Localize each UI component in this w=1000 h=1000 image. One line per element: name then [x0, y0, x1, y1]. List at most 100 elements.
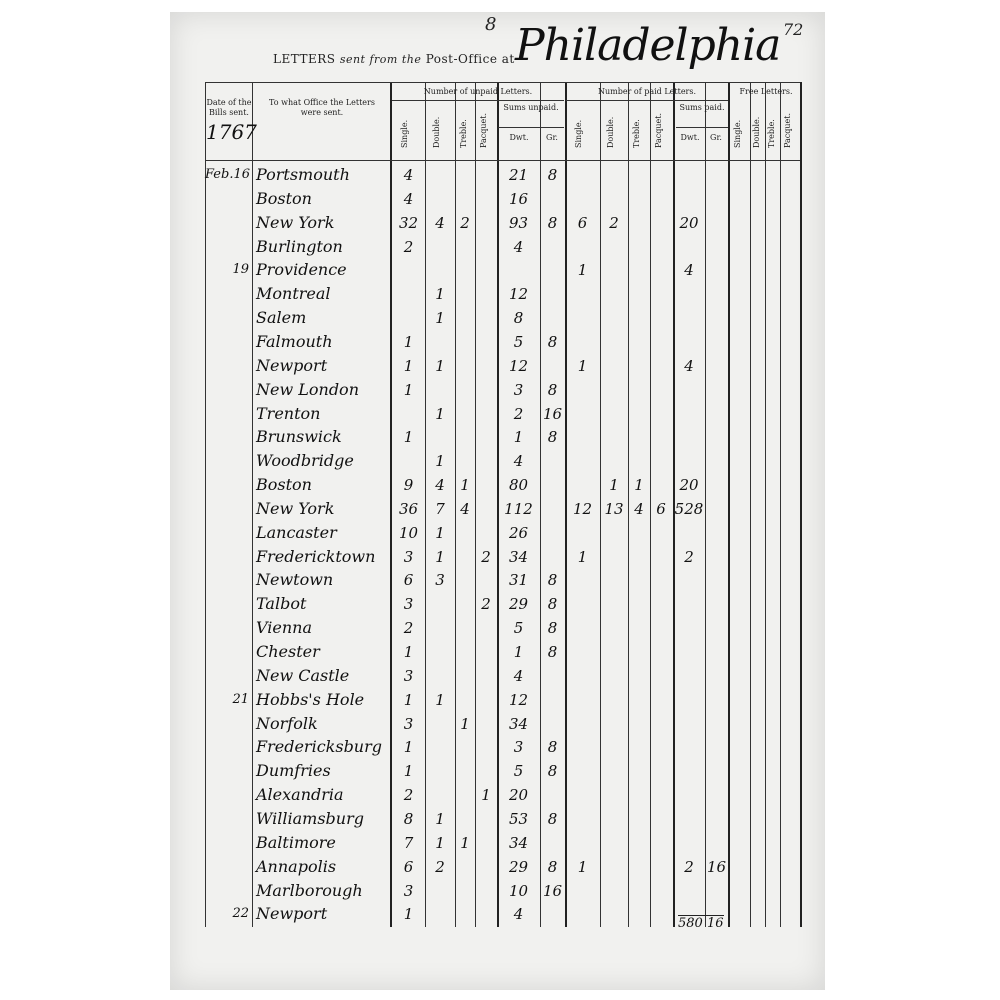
cell-unpaid-dwt: 34 — [508, 547, 529, 566]
cell-paid-single: 1 — [577, 356, 588, 375]
cell-unpaid-dwt: 1 — [513, 428, 524, 447]
cell-paid-dwt: 4 — [684, 261, 694, 280]
column-rule — [252, 82, 253, 927]
cell-unpaid-single: 1 — [403, 356, 414, 375]
cell-unpaid-gr: 8 — [547, 571, 558, 590]
cell-unpaid-single: 36 — [398, 499, 419, 518]
cell-unpaid-single: 1 — [403, 332, 414, 351]
city-name: Philadelphia — [515, 20, 781, 71]
cell-date: 21 — [232, 691, 249, 707]
header-double-paid: Double. — [606, 116, 615, 148]
cell-unpaid-gr: 8 — [547, 166, 558, 184]
cell-office: Salem — [256, 308, 307, 328]
paid-total: 580 16 — [678, 915, 724, 931]
cell-date: 22 — [232, 906, 249, 922]
cell-paid-single: 6 — [577, 213, 588, 232]
cell-unpaid-dwt: 8 — [513, 309, 524, 328]
column-rule — [540, 82, 541, 927]
column-rule — [565, 82, 567, 927]
cell-unpaid-dwt: 12 — [508, 690, 529, 709]
header-treble-free: Treble. — [767, 119, 776, 148]
cell-unpaid-double: 1 — [435, 833, 445, 852]
cell-paid-dwt: 4 — [684, 356, 694, 375]
column-rule — [750, 82, 751, 927]
cell-unpaid-pacquet: 2 — [481, 547, 491, 566]
column-rule — [425, 82, 426, 927]
cell-unpaid-treble: 1 — [460, 476, 470, 495]
cell-unpaid-single: 10 — [398, 523, 419, 542]
cell-unpaid-single: 1 — [403, 380, 414, 399]
cell-office: Vienna — [256, 618, 313, 638]
title-suffix: Post-Office at — [425, 52, 515, 66]
header-pacquet-free: Pacquet. — [783, 112, 792, 148]
row-rule — [392, 100, 564, 101]
cell-unpaid-single: 1 — [403, 643, 414, 661]
cell-unpaid-dwt: 4 — [513, 666, 524, 685]
title-italic: sent from the — [339, 53, 422, 66]
cell-office: Fredericktown — [256, 546, 376, 566]
cell-office: Talbot — [256, 594, 307, 614]
cell-unpaid-dwt: 16 — [508, 189, 529, 208]
header-office: To what Office the Letters were sent. — [269, 98, 375, 117]
cell-unpaid-gr: 8 — [547, 643, 558, 661]
cell-unpaid-gr: 8 — [547, 857, 558, 876]
cell-unpaid-single: 32 — [398, 213, 419, 232]
cell-unpaid-dwt: 20 — [508, 786, 529, 805]
cell-unpaid-dwt: 12 — [508, 356, 529, 375]
column-rule — [390, 82, 392, 927]
header-dwt-paid: Dwt. — [680, 133, 700, 142]
cell-unpaid-double: 1 — [435, 523, 445, 542]
header-single-paid: Single. — [574, 119, 583, 148]
year: 1767 — [206, 120, 257, 144]
cell-unpaid-dwt: 3 — [513, 738, 524, 757]
cell-unpaid-dwt: 21 — [508, 166, 529, 184]
header-date: Date of the Bills sent. — [206, 98, 252, 117]
cell-unpaid-double: 1 — [435, 809, 445, 828]
header-dwt-unpaid: Dwt. — [509, 133, 529, 142]
cell-office: Woodbridge — [256, 451, 354, 471]
cell-office: Baltimore — [256, 832, 336, 852]
header-pacquet-unpaid: Pacquet. — [479, 112, 488, 148]
cell-unpaid-double: 1 — [435, 285, 445, 304]
header-treble-paid: Treble. — [632, 119, 641, 148]
cell-unpaid-double: 4 — [435, 476, 445, 495]
cell-unpaid-dwt: 53 — [508, 809, 529, 828]
column-rule — [497, 82, 499, 927]
column-rule — [205, 82, 206, 927]
cell-office: Boston — [256, 188, 312, 208]
cell-unpaid-single: 3 — [403, 714, 414, 733]
cell-unpaid-double: 1 — [435, 690, 445, 709]
cell-paid-dwt: 2 — [684, 547, 694, 566]
cell-paid-dwt: 20 — [679, 476, 699, 495]
cell-office: Boston — [256, 475, 312, 495]
cell-paid-treble: 4 — [634, 499, 644, 518]
cell-unpaid-dwt: 29 — [508, 857, 529, 876]
header-sums-unpaid: Sums unpaid. — [503, 103, 559, 112]
cell-unpaid-double: 4 — [435, 213, 445, 232]
cell-office: Fredericksburg — [256, 737, 382, 757]
cell-paid-double: 1 — [609, 476, 619, 495]
cell-unpaid-single: 6 — [403, 571, 414, 590]
cell-unpaid-double: 1 — [435, 356, 445, 375]
cell-paid-treble: 1 — [634, 476, 644, 495]
cell-unpaid-single: 2 — [403, 237, 414, 256]
ledger-title: LETTERS sent from the Post-Office at — [273, 52, 515, 66]
cell-date: 19 — [232, 262, 249, 278]
cell-office: New Castle — [256, 665, 350, 685]
cell-unpaid-dwt: 4 — [513, 237, 524, 256]
cell-unpaid-dwt: 80 — [508, 476, 529, 495]
cell-unpaid-treble: 1 — [460, 833, 470, 852]
cell-paid-single: 1 — [577, 261, 588, 280]
cell-unpaid-dwt: 34 — [508, 833, 529, 852]
cell-unpaid-treble: 2 — [460, 213, 470, 232]
cell-unpaid-single: 1 — [403, 428, 414, 447]
column-rule — [673, 82, 675, 927]
cell-office: Providence — [256, 260, 347, 280]
row-rule — [676, 127, 728, 128]
cell-office: Alexandria — [256, 785, 344, 805]
cell-unpaid-dwt: 4 — [513, 452, 524, 471]
cell-unpaid-gr: 8 — [547, 428, 558, 447]
cell-unpaid-double: 1 — [435, 309, 445, 328]
header-single-unpaid: Single. — [400, 119, 409, 148]
cell-unpaid-dwt: 2 — [513, 404, 524, 423]
